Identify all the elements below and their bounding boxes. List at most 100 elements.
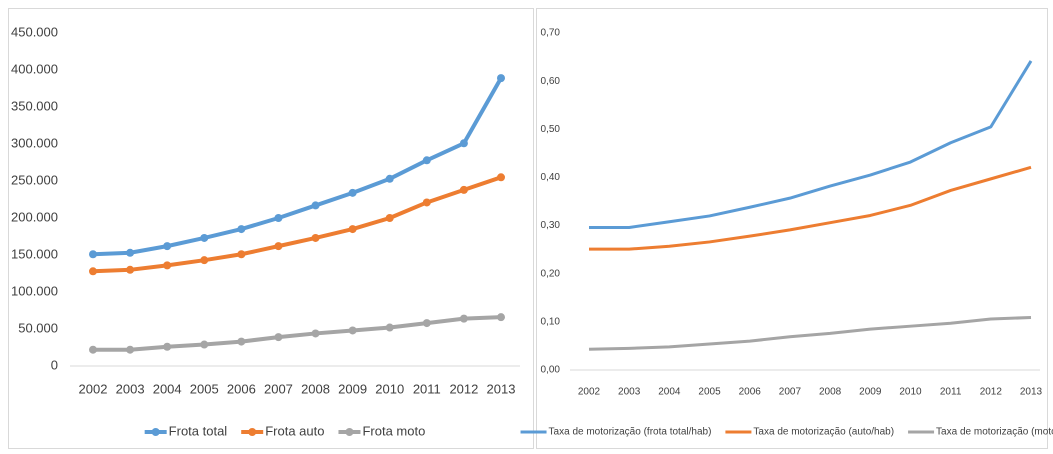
- x-tick-label: 2013: [487, 381, 516, 396]
- marker: [237, 225, 246, 234]
- marker: [385, 323, 394, 332]
- series-line: [588, 316, 1032, 351]
- legend-item: Frota auto: [241, 423, 324, 438]
- marker: [89, 250, 97, 259]
- chart-frame: [8, 8, 534, 449]
- chart-2: 0,00 0,10 0,20 0,30 0,40 0,50 0,60 0,70 2002 2003…: [520, 28, 1053, 438]
- legend-label: Taxa de motorização (auto/hab): [753, 427, 894, 438]
- legend-label: Taxa de motorização (frota total/hab): [549, 427, 712, 438]
- x-tick-label: 2009: [338, 381, 367, 396]
- legend-item: Taxa de motorização (frota total/hab): [520, 427, 712, 438]
- x-tick-label: 2002: [578, 387, 601, 398]
- legend-marker: [345, 428, 354, 436]
- x-tick-label: 2011: [413, 381, 441, 396]
- x-tick-label: 2012: [980, 387, 1003, 398]
- marker: [348, 188, 357, 197]
- series-line: [589, 60, 1033, 229]
- legend-label: Frota total: [169, 423, 228, 438]
- x-tick-label: 2005: [190, 381, 219, 396]
- marker: [126, 265, 135, 274]
- series-line: [93, 315, 502, 352]
- chart-1: 0 50.000 100.000 150.000 200.000 250.000 300.0…: [11, 24, 520, 438]
- y-tick-label: 100.000: [11, 283, 58, 298]
- marker: [422, 198, 431, 207]
- y-tick-label: 0,60: [541, 76, 561, 87]
- y-tick-label: 0,00: [541, 365, 561, 376]
- marker: [274, 333, 283, 342]
- chart-frame: [536, 8, 1048, 449]
- marker: [422, 156, 431, 165]
- legend-item: Taxa de motorização (moto/hab): [908, 427, 1053, 438]
- y-tick-label: 250.000: [11, 172, 58, 187]
- y-tick-label: 0,30: [541, 220, 561, 231]
- y-tick-label: 200.000: [11, 209, 58, 224]
- x-tick-label: 2010: [375, 381, 404, 396]
- marker: [459, 314, 468, 323]
- y-tick-label: 150.000: [11, 246, 58, 261]
- marker: [163, 261, 172, 270]
- marker: [89, 345, 97, 354]
- marker: [459, 139, 468, 148]
- marker: [200, 256, 209, 265]
- marker: [385, 174, 394, 183]
- legend-label: Frota auto: [265, 423, 324, 438]
- legend-item: Frota total: [144, 423, 228, 438]
- marker: [237, 250, 246, 259]
- x-tick-label: 2006: [739, 387, 762, 398]
- marker: [163, 242, 172, 251]
- y-tick-label: 350.000: [11, 98, 58, 113]
- y-tick-label: 50.000: [18, 320, 58, 335]
- marker: [497, 173, 505, 182]
- legend-label: Frota moto: [362, 423, 425, 438]
- marker: [163, 342, 172, 351]
- x-tick-label: 2008: [301, 381, 330, 396]
- series-line: [589, 165, 1032, 251]
- y-tick-label: 0,10: [541, 316, 561, 327]
- y-tick-label: 0,20: [541, 268, 561, 279]
- x-tick-label: 2006: [227, 381, 256, 396]
- marker: [126, 345, 135, 354]
- y-tick-label: 400.000: [11, 61, 58, 76]
- marker: [89, 267, 97, 276]
- legend-item: Frota moto: [338, 423, 425, 438]
- marker: [422, 319, 431, 328]
- marker: [200, 233, 209, 242]
- x-tick-label: 2003: [116, 381, 145, 396]
- x-tick-label: 2009: [859, 387, 882, 398]
- x-tick-label: 2002: [79, 381, 108, 396]
- x-tick-label: 2005: [698, 387, 721, 398]
- marker: [311, 201, 320, 210]
- marker: [348, 326, 357, 335]
- marker: [274, 214, 283, 222]
- legend-marker: [151, 428, 160, 436]
- y-tick-label: 0,50: [541, 124, 561, 135]
- x-tick-label: 2007: [264, 381, 293, 396]
- x-tick-label: 2012: [449, 381, 478, 396]
- legend-label: Taxa de motorização (moto/hab): [936, 427, 1053, 438]
- marker: [385, 214, 394, 222]
- y-tick-label: 450.000: [11, 24, 58, 39]
- legend-item: Taxa de motorização (auto/hab): [725, 427, 894, 438]
- y-tick-label: 0,70: [541, 28, 561, 39]
- x-tick-label: 2007: [779, 387, 802, 398]
- x-tick-label: 2011: [940, 387, 962, 398]
- marker: [237, 337, 246, 346]
- marker: [126, 248, 135, 257]
- y-tick-label: 300.000: [11, 135, 58, 150]
- marker: [497, 313, 505, 322]
- marker: [459, 185, 468, 194]
- x-tick-label: 2008: [819, 387, 842, 398]
- x-tick-label: 2013: [1020, 387, 1043, 398]
- series-line: [92, 175, 502, 274]
- x-tick-label: 2004: [658, 387, 681, 398]
- legend-marker: [248, 428, 257, 436]
- marker: [348, 225, 357, 234]
- marker: [497, 74, 505, 83]
- marker: [200, 340, 209, 349]
- marker: [311, 329, 320, 338]
- x-tick-label: 2004: [153, 381, 182, 396]
- y-tick-label: 0: [51, 357, 58, 372]
- series-line: [92, 77, 503, 257]
- x-tick-label: 2010: [899, 387, 922, 398]
